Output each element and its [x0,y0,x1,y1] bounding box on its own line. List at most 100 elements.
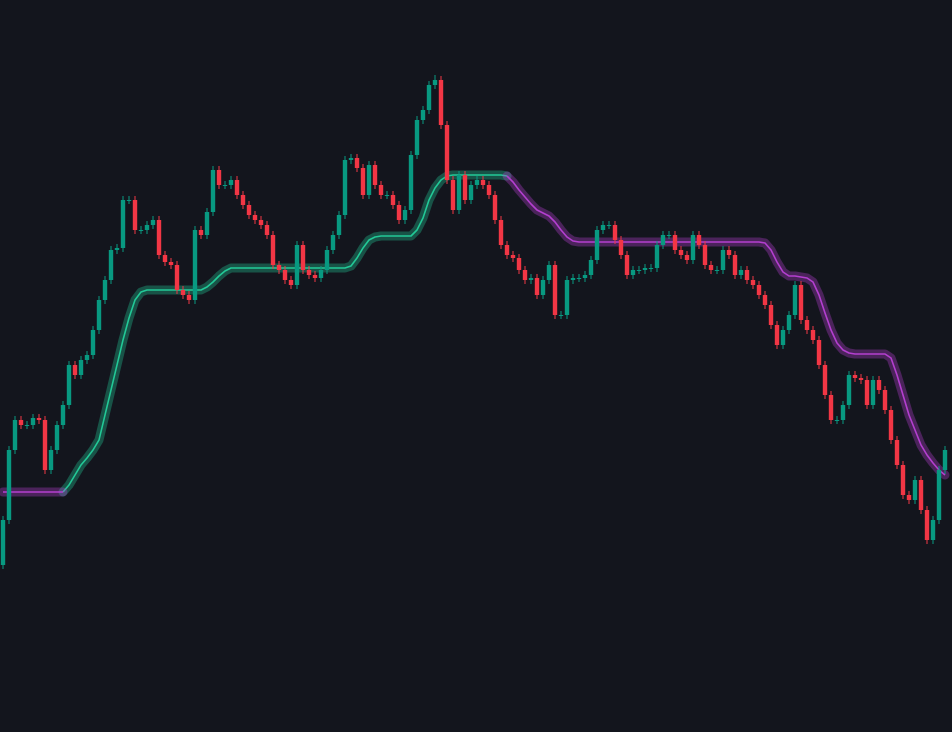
candle-body [12,420,18,450]
candle-body [654,245,660,268]
candle-body [96,300,102,330]
candle-body [324,250,330,270]
candle-body [120,200,126,248]
candle-body [858,378,864,380]
candle-body [570,278,576,280]
candle-body [936,470,942,520]
candle-body [54,425,60,450]
candle-body [456,175,462,210]
candle-body [420,110,426,120]
candle-body [768,305,774,325]
candle-body [846,375,852,405]
candle-body [900,465,906,495]
candle-body [522,270,528,280]
candle-body [726,250,732,255]
candle-body [414,120,420,155]
candle-body [342,160,348,215]
candle-body [126,200,132,201]
candle-body [678,250,684,255]
candle-body [552,265,558,315]
candle-body [84,355,90,360]
candle-body [510,255,516,258]
candle-body [192,230,198,300]
candle-body [714,270,720,271]
candle-body [216,170,222,185]
candle-body [690,235,696,260]
candle-body [468,185,474,200]
candle-body [312,275,318,278]
candle-body [516,258,522,270]
candle-body [360,168,366,195]
candle-body [624,255,630,275]
candle-body [90,330,96,355]
candle-body [648,268,654,269]
candle-body [306,270,312,275]
candle-body [828,395,834,420]
candle-body [666,235,672,236]
candle-body [354,158,360,168]
candle-body [372,165,378,185]
candle-body [234,180,240,195]
candle-body [906,495,912,500]
candle-body [408,155,414,210]
candle-body [792,285,798,315]
candle-body [336,215,342,235]
candle-body [924,510,930,540]
candle-body [798,285,804,320]
candle-body [588,260,594,275]
candle-body [222,185,228,186]
candle-body [720,250,726,270]
candle-body [6,450,12,520]
candle-body [240,195,246,205]
candle-body [366,165,372,195]
candle-body [600,225,606,230]
candle-body [786,315,792,330]
candle-body [546,265,552,280]
candle-body [630,270,636,275]
candle-body [474,180,480,185]
candle-body [732,255,738,275]
candle-body [180,290,186,295]
candle-body [384,195,390,196]
candle-body [618,240,624,255]
candle-body [486,185,492,195]
candle-body [270,235,276,265]
candle-body [480,180,486,185]
candle-body [300,245,306,270]
candle-body [636,270,642,271]
candle-body [774,325,780,345]
candle-body [528,278,534,280]
candle-body [930,520,936,540]
candle-body [78,360,84,375]
candle-body [750,280,756,285]
candle-body [660,235,666,245]
candle-body [504,245,510,255]
candle-body [756,285,762,295]
candle-body [876,380,882,390]
candle-body [864,380,870,405]
candle-body [198,230,204,235]
candle-body [396,205,402,220]
candle-body [102,280,108,300]
candle-body [330,235,336,250]
candle-body [762,295,768,305]
candle-body [60,405,66,425]
candle-body [534,278,540,295]
candle-body [498,220,504,245]
candle-body [870,380,876,405]
candle-body [228,180,234,185]
candle-body [390,195,396,205]
candle-body [492,195,498,220]
candle-body [612,225,618,240]
candle-body [462,175,468,200]
candle-body [540,280,546,295]
candle-body [174,265,180,290]
candle-body [426,85,432,110]
candle-body [780,330,786,345]
candle-body [450,180,456,210]
candle-body [132,200,138,230]
candle-body [942,450,948,470]
candle-body [402,210,408,220]
